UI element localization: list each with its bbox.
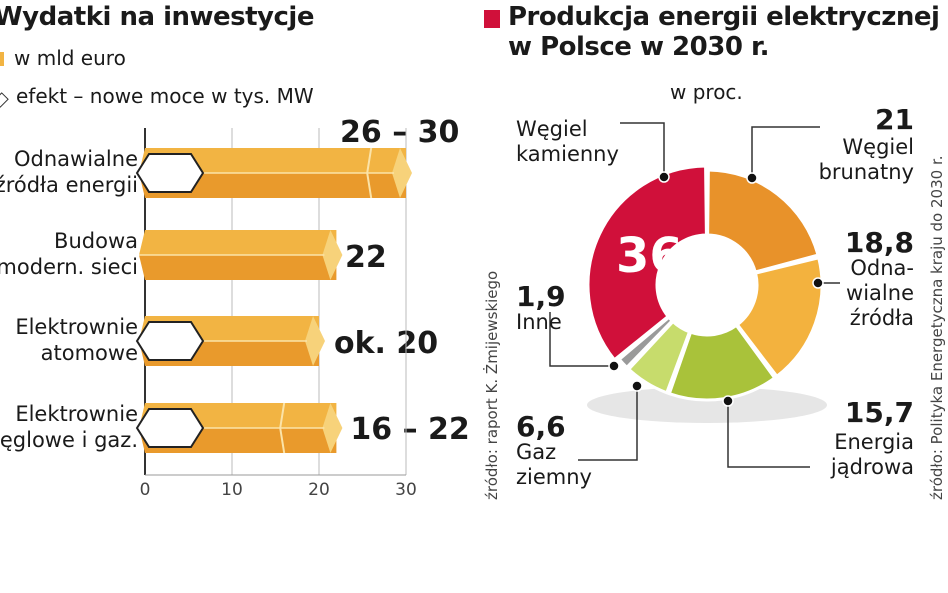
- pie-slice: [667, 323, 777, 402]
- slice-name-label: brunatny: [818, 160, 914, 184]
- slice-value-label: 6,6: [516, 410, 566, 443]
- capacity-hexagon: [135, 408, 205, 448]
- bar-value-label: 22: [345, 240, 387, 275]
- pie-slice: [626, 319, 692, 395]
- slice-name-label: ziemny: [516, 465, 592, 489]
- pie-title-marker: [484, 10, 500, 28]
- source-left: źródło: raport K. Żmijewskiego: [483, 270, 501, 500]
- slice-name-label: Węgiel: [516, 117, 588, 141]
- bar-end: [322, 403, 343, 453]
- pie-slice: [706, 168, 820, 274]
- leader-line: [549, 312, 614, 367]
- bar-end: [322, 230, 343, 280]
- source-right: źródło: Polityka Energetyczna kraju do 2…: [928, 155, 946, 500]
- slice-name-label: wialne: [846, 281, 914, 305]
- pie-slice: [735, 255, 824, 379]
- leader-line: [751, 126, 820, 178]
- leader-dot: [608, 360, 620, 372]
- slice-value-label-main: 36: [616, 228, 683, 284]
- x-tick-label: 20: [308, 480, 330, 500]
- x-tick-label: 30: [395, 480, 417, 500]
- slice-name-label: Węgiel: [842, 135, 914, 159]
- slice-value-label: 21: [875, 103, 914, 136]
- bar-chart-title: Wydatki na inwestycje: [0, 2, 314, 32]
- slice-name-label: Energia: [834, 430, 914, 454]
- x-tick-label: 10: [221, 480, 243, 500]
- category-label-line2: węglowe i gaz.: [0, 428, 138, 452]
- bar-top: [139, 148, 406, 173]
- legend-euro: w mld euro: [14, 46, 126, 70]
- bar-top: [139, 230, 337, 255]
- slice-name-label: jądrowa: [830, 455, 914, 479]
- slice-name-label: Gaz: [516, 440, 557, 464]
- capacity-hexagon: [135, 321, 205, 361]
- pie-shadow: [587, 387, 827, 423]
- slice-name-label: kamienny: [516, 142, 619, 166]
- pie-subtitle: w proc.: [670, 80, 743, 104]
- slice-value-label: 15,7: [844, 396, 914, 429]
- capacity-hexagon: [135, 153, 205, 193]
- category-label-line1: Budowa: [54, 229, 138, 253]
- category-label-line1: Elektrownie: [15, 315, 138, 339]
- category-label-line2: i modern. sieci: [0, 255, 138, 279]
- bar-end: [305, 316, 325, 366]
- leader-dot: [812, 277, 824, 289]
- x-tick-label: 0: [139, 480, 151, 500]
- bar-bottom: [139, 173, 406, 198]
- leader-line: [620, 122, 665, 177]
- leader-line: [727, 401, 810, 468]
- slice-value-label: 1,9: [516, 280, 566, 313]
- category-label-line1: Odnawialne: [14, 147, 138, 171]
- category-label-line2: atomowe: [40, 341, 138, 365]
- bar-value-label: 26 – 30: [340, 115, 460, 150]
- category-label-line1: Elektrownie: [15, 402, 138, 426]
- bar-end: [392, 148, 412, 198]
- slice-name-label: Inne: [516, 310, 562, 334]
- leader-dot: [631, 380, 643, 392]
- bar-bottom: [139, 255, 337, 280]
- slice-name-label: Odna-: [850, 256, 914, 280]
- legend-bar-swatch: [0, 52, 4, 66]
- leader-line: [578, 386, 638, 461]
- legend-capacity: efekt – nowe moce w tys. MW: [16, 84, 314, 108]
- leader-dot: [722, 395, 734, 407]
- slice-name-label: źródła: [849, 306, 914, 330]
- category-label-line2: źródła energii: [0, 173, 138, 197]
- pie-slice: [586, 164, 708, 362]
- pie-chart-title: Produkcja energii elektrycznej w Polsce …: [508, 2, 948, 62]
- leader-dot: [658, 171, 670, 183]
- pie-title-text: Produkcja energii elektrycznej w Polsce …: [508, 2, 940, 62]
- slice-value-label: 18,8: [844, 226, 914, 259]
- leader-dot: [746, 172, 758, 184]
- bar-value-label: ok. 20: [334, 326, 439, 361]
